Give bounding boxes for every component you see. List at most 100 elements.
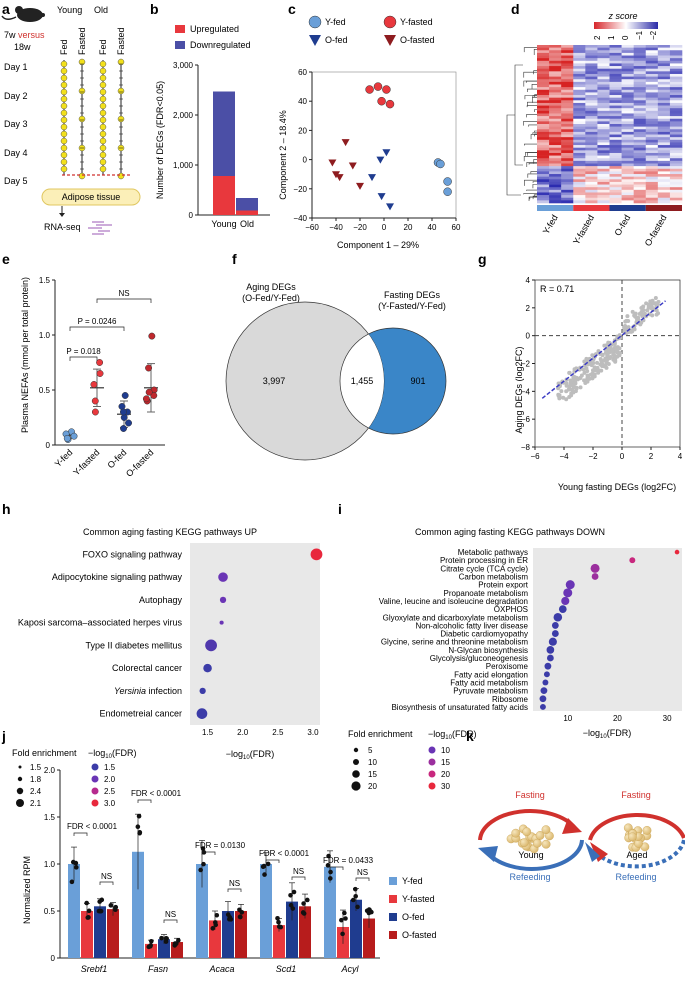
h-pathway-label: Type II diabetes mellitus (85, 640, 182, 650)
heatmap-cell (537, 192, 550, 196)
heatmap-cell (669, 47, 683, 51)
i-pathway-label: Protein processing in ER (440, 556, 528, 565)
heatmap-cell (609, 184, 622, 188)
heatmap-cell (645, 84, 659, 88)
i-color-legend-value: 15 (441, 758, 450, 767)
heatmap-cell (549, 116, 562, 120)
heatmap-cell (657, 166, 671, 170)
heatmap-cell (669, 176, 683, 180)
heatmap-cell (537, 171, 550, 175)
j-ylabel: Normalized RPM (22, 856, 32, 924)
dendrogram-branch (527, 173, 537, 178)
c-legend-marker (308, 15, 322, 29)
heatmap-cell (561, 66, 574, 69)
heatmap-cell (669, 121, 683, 125)
a-day-label: Day 5 (4, 176, 28, 186)
heatmap-cell (573, 60, 586, 64)
heatmap-cell (537, 95, 550, 98)
i-pathway-label: Non-alcoholic fatty liver disease (416, 621, 529, 630)
b-bar-downregulated (236, 198, 258, 211)
refeeding-arc-aged (598, 839, 685, 869)
j-fdr-label: FDR < 0.0001 (131, 789, 182, 798)
j-point (70, 859, 76, 865)
j-bar-o-fed (94, 906, 106, 958)
heatmap-cell (609, 81, 622, 85)
heatmap-cell (609, 129, 622, 133)
heatmap-cell (597, 200, 610, 204)
heatmap-cell (669, 150, 683, 154)
j-point (210, 926, 216, 931)
heatmap-cell (537, 152, 550, 156)
heatmap-cell (609, 68, 622, 72)
g-point (590, 376, 595, 381)
b-ytick-label: 3,000 (173, 61, 194, 70)
heatmap-cell (585, 171, 598, 175)
heatmap-cell (537, 92, 550, 96)
g-point (656, 299, 661, 304)
b-ytick-label: 1,000 (173, 161, 194, 170)
heatmap-cell (621, 200, 634, 204)
heatmap-cell (621, 163, 634, 167)
heatmap-cell (669, 68, 683, 72)
a-feeding-dot (117, 87, 125, 95)
heatmap-cell (609, 166, 622, 170)
a-feeding-dot (99, 116, 107, 124)
heatmap-cell (633, 100, 647, 104)
h-xtick-label: 2.0 (237, 728, 249, 737)
heatmap-cell (537, 50, 550, 54)
heatmap-cell (573, 102, 586, 106)
j-point (350, 897, 356, 903)
dendrogram-branch (534, 133, 537, 137)
a-feeding-dot (117, 58, 125, 66)
heatmap-cell (561, 97, 574, 101)
j-fdr-label: FDR = 0.0433 (323, 856, 374, 865)
g-point (574, 385, 579, 390)
g-point (578, 385, 583, 390)
i-size-legend-value: 20 (368, 782, 377, 791)
i-color-legend-dot (428, 770, 436, 778)
heatmap-cell (621, 81, 634, 85)
d-group-bar (537, 205, 574, 211)
heatmap-cell (585, 121, 598, 125)
heatmap-cell (633, 181, 647, 185)
j-point (288, 892, 293, 898)
h-pathway-label: Autophagy (139, 595, 183, 605)
j-point (278, 924, 284, 930)
heatmap-cell (537, 126, 550, 130)
heatmap-cell (633, 87, 647, 91)
heatmap-cell (633, 200, 647, 204)
heatmap-cell (645, 181, 659, 185)
heatmap-cell (645, 89, 659, 93)
a-feeding-dot (60, 137, 68, 145)
heatmap-cell (549, 129, 562, 133)
heatmap-cell (669, 181, 683, 185)
heatmap-cell (621, 95, 634, 98)
heatmap-cell (669, 179, 683, 183)
c-ytick-label: −40 (293, 214, 307, 223)
dendrogram-branch (526, 162, 537, 168)
j-ns-label: NS (165, 910, 176, 919)
heatmap-cell (657, 192, 671, 196)
d-col-label: Y-fed (541, 213, 560, 236)
heatmap-cell (573, 181, 586, 185)
c-point-o-fed (376, 156, 385, 164)
i-size-legend-title: Fold enrichment (348, 729, 413, 739)
a-feeding-dot (99, 137, 107, 145)
g-point (561, 395, 566, 400)
adipocyte (522, 827, 532, 837)
g-point (557, 395, 562, 400)
heatmap-cell (645, 73, 659, 77)
heatmap-cell (609, 58, 622, 62)
heatmap-cell (645, 58, 659, 62)
c-ytick-label: 60 (298, 68, 307, 77)
heatmap-cell (585, 55, 598, 59)
j-point (98, 908, 104, 914)
heatmap-cell (609, 187, 622, 191)
g-xtick-label: 2 (649, 452, 654, 461)
h-size-legend-value: 1.5 (30, 763, 42, 772)
heatmap-cell (669, 95, 683, 98)
heatmap-cell (621, 47, 634, 51)
heatmap-cell (669, 134, 683, 138)
heatmap-cell (645, 63, 659, 67)
dendrogram-branch (534, 130, 537, 133)
